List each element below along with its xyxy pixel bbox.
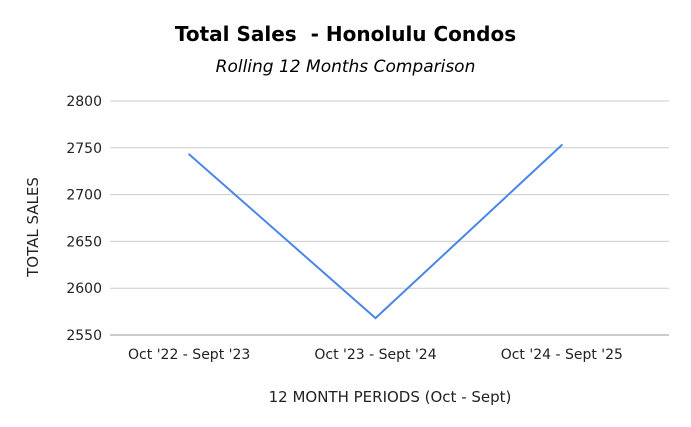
y-tick-label: 2750: [66, 141, 102, 157]
y-tick-label: 2650: [66, 234, 102, 250]
chart-subtitle: Rolling 12 Months Comparison: [215, 57, 476, 77]
data-point: [188, 153, 191, 156]
y-tick-label: 2700: [66, 188, 102, 204]
x-tick-label: Oct '23 - Sept '24: [314, 347, 436, 363]
y-axis-label: TOTAL SALES: [24, 177, 42, 278]
x-tick-label: Oct '24 - Sept '25: [501, 347, 623, 363]
y-axis-ticks: 2550 2600 2650 2700 2750 2800: [66, 94, 102, 344]
series-line: [188, 144, 563, 320]
chart-title: Total Sales - Honolulu Condos: [174, 22, 517, 46]
gridlines: [110, 100, 669, 336]
y-tick-label: 2550: [66, 328, 102, 344]
data-point: [374, 317, 377, 320]
y-tick-label: 2800: [66, 94, 102, 110]
x-axis-label: 12 MONTH PERIODS (Oct - Sept): [269, 388, 512, 406]
y-tick-label: 2600: [66, 281, 102, 297]
x-tick-label: Oct '22 - Sept '23: [128, 347, 250, 363]
series-layer: [188, 143, 563, 320]
data-point: [560, 143, 563, 146]
x-axis-ticks: Oct '22 - Sept '23 Oct '23 - Sept '24 Oct …: [128, 347, 623, 363]
